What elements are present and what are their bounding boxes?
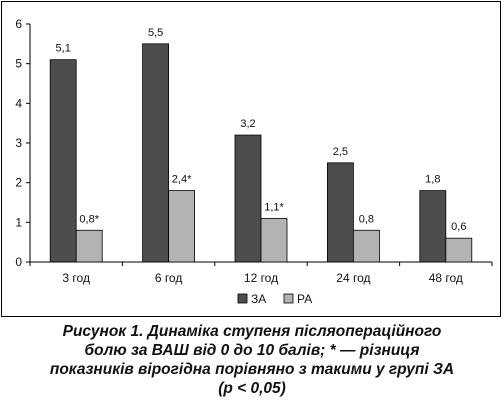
- caption-line-1: Рисунок 1. Динаміка ступеня післяопераці…: [62, 323, 442, 340]
- y-tick-label: 0: [15, 255, 22, 269]
- x-tick-label: 48 год: [429, 271, 463, 285]
- legend-label-ra: РА: [297, 292, 312, 306]
- bar-ra: [260, 217, 288, 263]
- bar-za: [234, 134, 262, 263]
- y-tick-label: 4: [15, 96, 22, 110]
- bar-za: [326, 162, 354, 263]
- bar-za: [49, 59, 77, 263]
- legend-label-za: ЗА: [251, 292, 266, 306]
- caption-line-2: болю за ВАШ від 0 до 10 балів; * — різни…: [84, 342, 420, 359]
- data-label-ra: 0,6: [451, 221, 466, 233]
- caption-line-3: показників вірогідна порівняно з такими …: [49, 361, 455, 378]
- data-label-ra: 2,4*: [172, 174, 192, 186]
- data-label-za: 1,8: [425, 174, 440, 186]
- data-label-za: 5,1: [56, 43, 71, 55]
- data-label-za: 3,2: [240, 118, 255, 130]
- x-tick-label: 24 год: [336, 271, 370, 285]
- bar-ra: [75, 229, 103, 263]
- bar-za: [419, 190, 447, 263]
- bar-za: [142, 43, 170, 263]
- data-label-za: 5,5: [148, 27, 163, 39]
- bar-ra: [168, 190, 196, 263]
- data-label-za: 2,5: [333, 146, 348, 158]
- chart-frame: 0 1 2 3 4 5 6 5,1 0,8* 3 год 5,5 2,4* 6 год 3,2 1,1* 12…: [1, 1, 501, 317]
- y-tick-label: 3: [15, 136, 22, 150]
- y-tick-label: 1: [15, 215, 22, 229]
- y-tick-label: 5: [15, 57, 22, 71]
- caption-line-4: (р < 0,05): [218, 380, 286, 397]
- legend-swatch-ra: [283, 293, 294, 304]
- bar-ra: [445, 237, 473, 263]
- x-tick-label: 6 год: [155, 271, 183, 285]
- bar-chart: 0 1 2 3 4 5 6 5,1 0,8* 3 год 5,5 2,4* 6 год 3,2 1,1* 12…: [15, 17, 493, 306]
- legend-swatch-za: [237, 293, 248, 304]
- figure-caption: Рисунок 1. Динаміка ступеня післяопераці…: [0, 322, 504, 398]
- data-label-ra: 0,8*: [79, 213, 99, 225]
- y-tick-label: 6: [15, 17, 22, 31]
- y-tick-label: 2: [15, 176, 22, 190]
- data-label-ra: 0,8: [359, 213, 374, 225]
- x-tick-label: 12 год: [244, 271, 278, 285]
- x-tick-label: 3 год: [62, 271, 90, 285]
- data-label-ra: 1,1*: [264, 201, 284, 213]
- bar-ra: [352, 229, 380, 263]
